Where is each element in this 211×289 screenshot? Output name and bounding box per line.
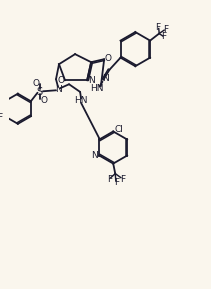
Text: S: S	[37, 87, 43, 97]
Text: F: F	[114, 178, 119, 187]
Text: N: N	[92, 151, 98, 160]
Text: O: O	[105, 54, 112, 63]
Text: O: O	[32, 79, 39, 88]
Text: F: F	[156, 23, 161, 32]
Text: O: O	[58, 76, 65, 85]
Text: HN: HN	[90, 84, 103, 93]
Text: F: F	[107, 175, 112, 184]
Text: HN: HN	[74, 97, 88, 105]
Text: Cl: Cl	[114, 125, 123, 134]
Text: N: N	[88, 76, 95, 85]
Text: F: F	[162, 32, 167, 41]
Text: F: F	[164, 25, 169, 34]
Text: F: F	[120, 175, 125, 184]
Text: N: N	[55, 85, 61, 94]
Text: O: O	[41, 96, 48, 105]
Text: F: F	[0, 113, 2, 122]
Text: N: N	[103, 74, 109, 83]
